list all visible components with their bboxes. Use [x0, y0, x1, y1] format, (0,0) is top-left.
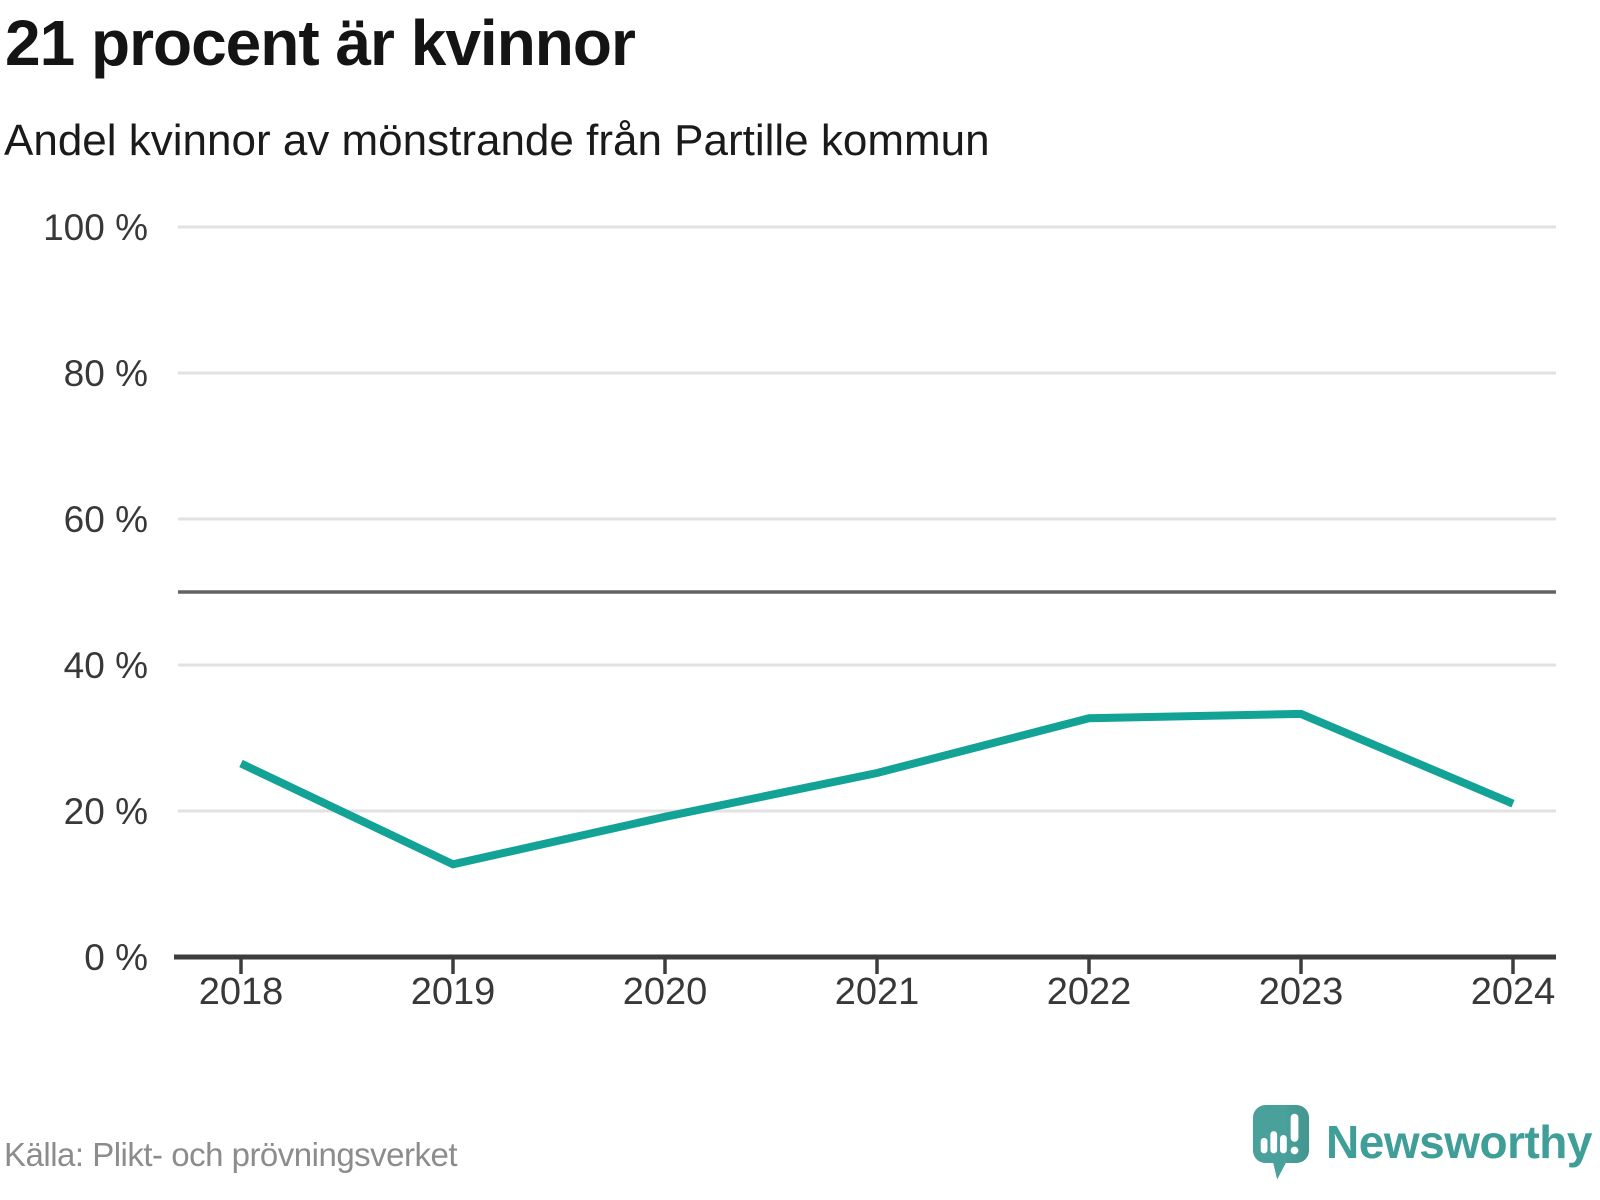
line-chart: 0 % 20 % 40 % 60 % 80 % 100 % 2018 2019 2020 2021… — [43, 207, 1556, 1013]
exclamation-bar — [1290, 1113, 1299, 1142]
data-line — [239, 709, 1515, 869]
x-tick-label: 2019 — [411, 971, 496, 1013]
newsworthy-wordmark: Newsworthy — [1326, 1116, 1592, 1168]
x-tick-label: 2018 — [199, 971, 284, 1013]
exclamation-dot — [1290, 1146, 1299, 1155]
x-tick-label: 2024 — [1471, 971, 1556, 1013]
y-tick-label: 0 % — [84, 937, 148, 978]
newsworthy-logo: Newsworthy — [1252, 1104, 1592, 1194]
x-tick-label: 2021 — [835, 971, 920, 1013]
y-tick-label: 80 % — [64, 353, 148, 394]
bar-3 — [1280, 1134, 1287, 1154]
y-tick-label: 60 % — [64, 499, 148, 540]
y-tick-label: 40 % — [64, 645, 148, 686]
source-note: Källa: Plikt- och prövningsverket — [4, 1136, 458, 1173]
newsworthy-logo-icon — [1253, 1105, 1310, 1180]
y-tick-label: 100 % — [43, 207, 148, 248]
bar-1 — [1260, 1137, 1268, 1154]
x-tick-label: 2023 — [1259, 971, 1344, 1013]
chart-subtitle: Andel kvinnor av mönstrande från Partill… — [4, 116, 990, 165]
chart-title: 21 procent är kvinnor — [5, 7, 636, 79]
y-tick-label: 20 % — [64, 791, 148, 832]
bar-2 — [1270, 1131, 1278, 1154]
x-tick-label: 2022 — [1047, 971, 1132, 1013]
x-tick-label: 2020 — [623, 971, 708, 1013]
